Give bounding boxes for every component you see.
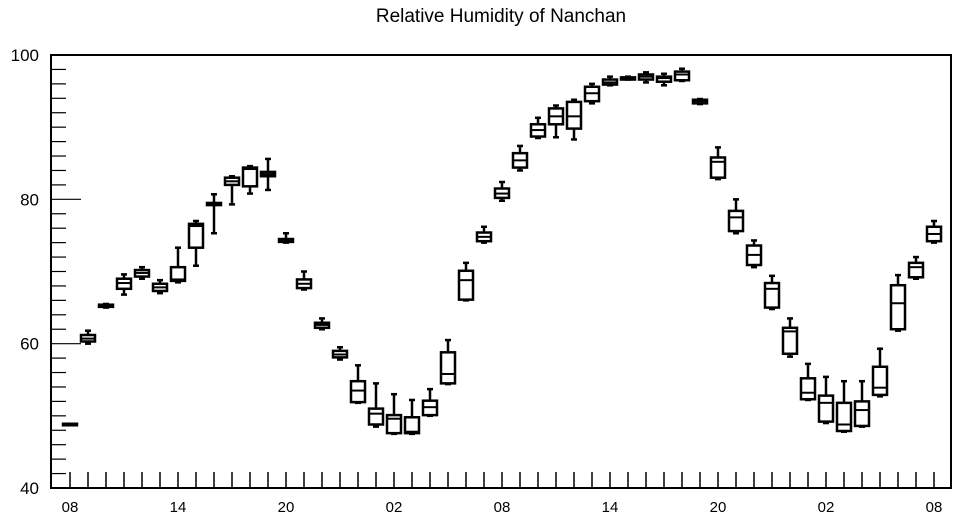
x-tick-label: 08 (62, 499, 79, 516)
x-tick-label: 14 (170, 499, 187, 516)
box-item (241, 164, 259, 195)
box-item (403, 398, 421, 436)
box-item (583, 82, 601, 105)
box-item (475, 225, 493, 244)
box-item (151, 278, 169, 295)
box-item (853, 379, 871, 428)
box-iqr (781, 326, 799, 356)
box-iqr (169, 265, 187, 283)
box-item (385, 392, 403, 436)
box-iqr (907, 261, 925, 279)
box-item (547, 104, 565, 139)
box-iqr (709, 156, 727, 179)
box-item (457, 261, 475, 302)
x-axis: 08 14 20 02 08 14 20 02 08 (62, 472, 943, 516)
box-item (709, 146, 727, 181)
box-item (529, 116, 547, 140)
x-tick-label: 20 (278, 499, 295, 516)
box-item (493, 180, 511, 203)
box-iqr (187, 222, 205, 249)
y-tick-label: 100 (11, 46, 39, 65)
box-item (187, 219, 205, 267)
box-iqr (349, 379, 367, 404)
box-iqr (763, 281, 781, 309)
x-tick-label: 02 (818, 499, 835, 516)
box-iqr (889, 283, 907, 331)
box-iqr (439, 351, 457, 385)
x-tick-label: 20 (710, 499, 727, 516)
box-item (169, 246, 187, 284)
box-series (61, 67, 943, 436)
box-item (421, 387, 439, 418)
box-item (817, 375, 835, 425)
box-iqr (727, 209, 745, 233)
box-item (223, 174, 241, 206)
x-tick-label: 14 (602, 499, 619, 516)
box-item (259, 157, 277, 192)
box-item (97, 302, 115, 309)
box-iqr (835, 401, 853, 433)
y-tick-label: 60 (20, 335, 39, 354)
box-iqr (457, 269, 475, 301)
box-item (79, 329, 97, 345)
box-item (61, 422, 79, 427)
box-iqr (817, 394, 835, 423)
x-tick-label: 08 (494, 499, 511, 516)
box-iqr (565, 100, 583, 130)
box-item (763, 274, 781, 311)
box-item (835, 379, 853, 433)
box-item (889, 273, 907, 332)
y-axis: 40 60 80 100 (11, 46, 81, 498)
box-item (511, 144, 529, 172)
box-iqr (241, 166, 259, 188)
box-item (331, 346, 349, 361)
box-item (295, 270, 313, 291)
box-item (637, 71, 655, 84)
box-item (925, 219, 943, 244)
box-iqr (799, 377, 817, 401)
box-item (745, 239, 763, 269)
box-item (799, 362, 817, 402)
x-tick-label: 08 (926, 499, 943, 516)
box-item (871, 347, 889, 398)
box-item (277, 232, 295, 244)
box-iqr (367, 407, 385, 426)
box-item (205, 193, 223, 235)
box-item (781, 317, 799, 358)
box-item (907, 255, 925, 280)
box-item (367, 382, 385, 428)
y-tick-label: 40 (20, 479, 39, 498)
box-item (691, 97, 709, 106)
box-iqr (853, 400, 871, 428)
x-tick-label: 02 (386, 499, 403, 516)
box-item (115, 273, 133, 296)
box-item (673, 67, 691, 83)
y-tick-label: 80 (20, 190, 39, 209)
box-item (349, 364, 367, 405)
box-item (439, 338, 457, 386)
chart-title: Relative Humidity of Nanchan (376, 6, 626, 27)
box-iqr (871, 365, 889, 397)
box-iqr (403, 416, 421, 435)
box-item (133, 265, 151, 280)
box-item (655, 72, 673, 87)
box-item (601, 75, 619, 87)
box-item (619, 75, 637, 81)
box-item (727, 198, 745, 235)
box-iqr (655, 75, 673, 83)
box-item (313, 317, 331, 331)
box-iqr (385, 413, 403, 435)
box-iqr (673, 70, 691, 82)
box-item (565, 98, 583, 141)
